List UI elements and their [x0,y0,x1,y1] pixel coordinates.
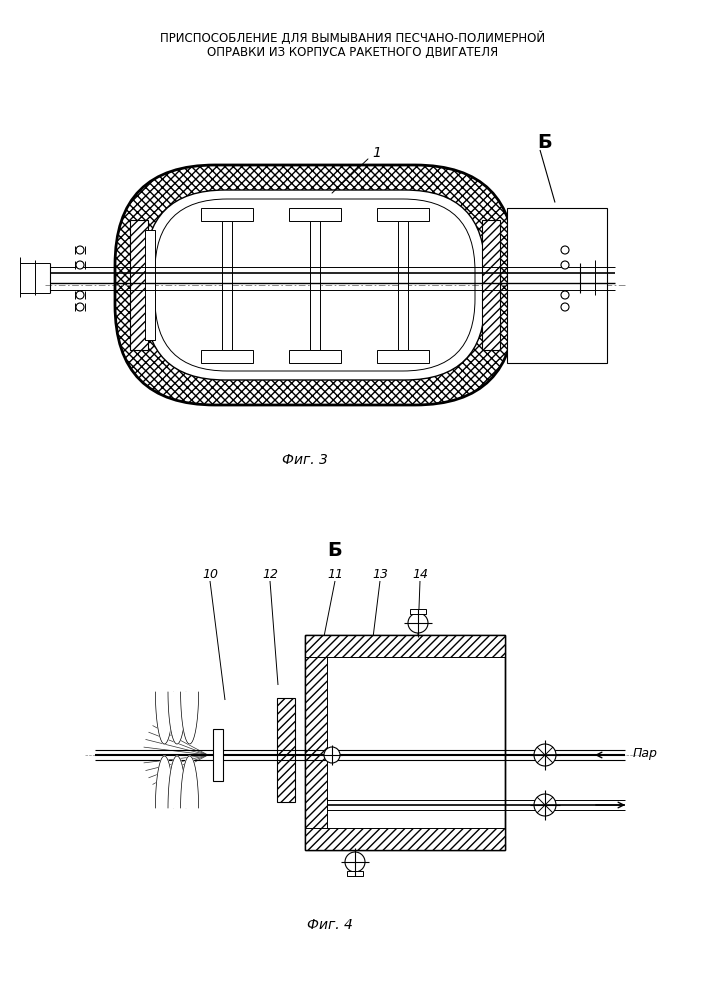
Bar [305,635,505,657]
Bar [305,635,327,850]
Circle shape [561,261,569,269]
Bar [377,350,429,362]
Polygon shape [168,692,186,744]
Bar [398,221,408,350]
Bar [507,208,607,362]
Circle shape [534,794,556,816]
Text: 10: 10 [202,568,218,582]
Circle shape [561,303,569,311]
Polygon shape [168,756,186,808]
Text: Б: Б [327,540,342,560]
Text: Фиг. 4: Фиг. 4 [307,918,353,932]
Text: Фиг. 3: Фиг. 3 [282,453,328,467]
Text: ПРИСПОСОБЛЕНИЕ ДЛЯ ВЫМЫВАНИЯ ПЕСЧАНО-ПОЛИМЕРНОЙ: ПРИСПОСОБЛЕНИЕ ДЛЯ ВЫМЫВАНИЯ ПЕСЧАНО-ПОЛ… [160,31,546,45]
Polygon shape [156,692,173,744]
Circle shape [76,303,84,311]
Text: ОПРАВКИ ИЗ КОРПУСА РАКЕТНОГО ДВИГАТЕЛЯ: ОПРАВКИ ИЗ КОРПУСА РАКЕТНОГО ДВИГАТЕЛЯ [207,45,498,58]
Polygon shape [156,756,173,808]
Bar [201,208,253,221]
Bar [222,221,232,350]
Text: 11: 11 [327,568,343,582]
Circle shape [534,744,556,766]
FancyBboxPatch shape [145,190,485,380]
Text: 14: 14 [412,568,428,582]
Bar [305,828,505,850]
Circle shape [76,246,84,254]
Polygon shape [180,756,199,808]
Bar [289,208,341,221]
Bar [305,635,505,850]
Bar [310,221,320,350]
Text: Б: Б [537,133,552,152]
Bar [377,208,429,221]
Circle shape [345,852,365,872]
Bar [130,220,148,350]
Circle shape [76,291,84,299]
Bar [482,220,500,350]
Circle shape [561,291,569,299]
Bar [201,350,253,362]
Text: 1: 1 [373,146,382,160]
Bar [347,871,363,876]
Polygon shape [180,692,199,744]
Text: Пар: Пар [633,746,658,760]
Circle shape [408,613,428,633]
Bar [213,729,223,781]
Bar [410,609,426,614]
Bar [289,350,341,362]
Text: 13: 13 [372,568,388,582]
Text: 12: 12 [262,568,278,582]
Circle shape [561,246,569,254]
Circle shape [324,747,340,763]
Circle shape [76,261,84,269]
Bar [277,698,295,802]
Bar [145,230,155,340]
Bar [305,635,505,850]
